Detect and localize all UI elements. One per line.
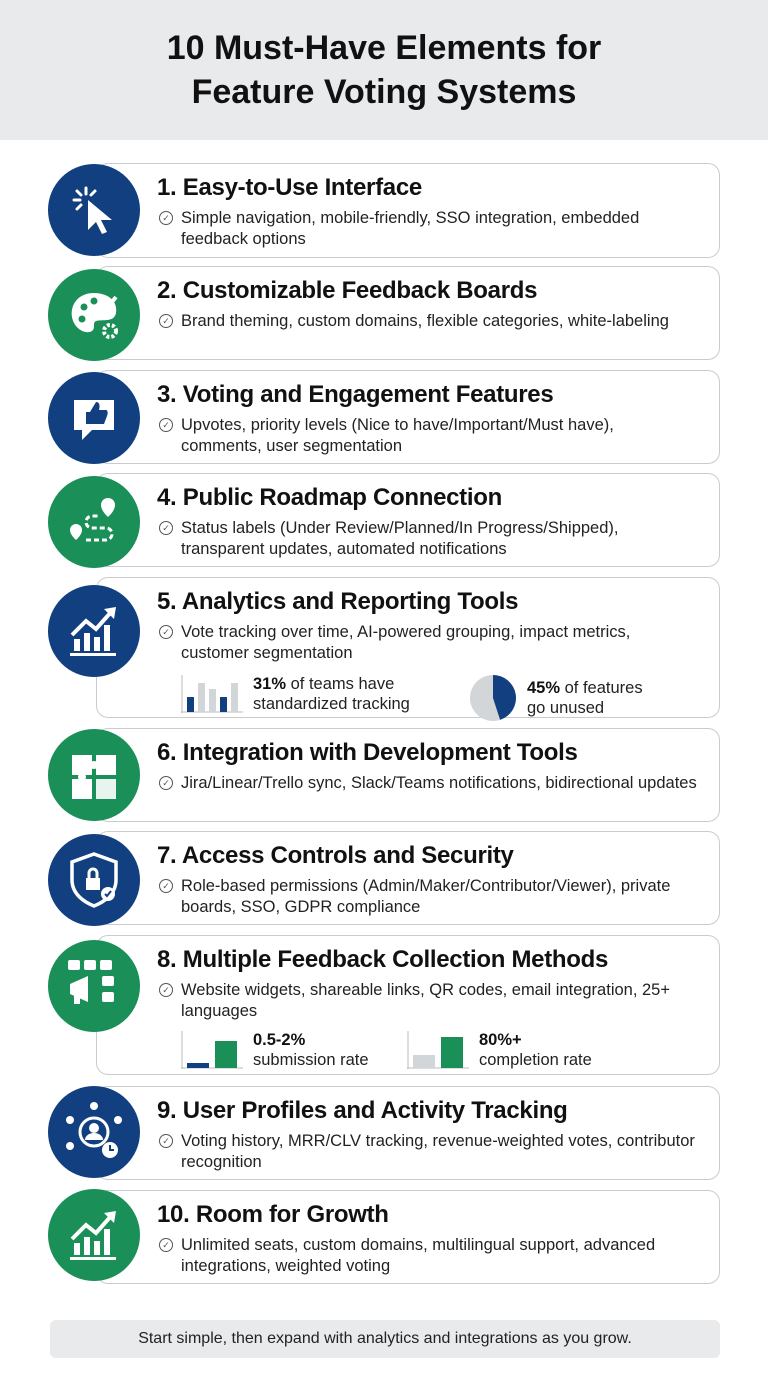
- stat-submission-rate: 0.5-2% submission rate: [181, 1030, 369, 1070]
- thumbs-up-chat-icon: [48, 372, 140, 464]
- cursor-click-icon: [48, 164, 140, 256]
- card-description: ✓ Jira/Linear/Trello sync, Slack/Teams no…: [159, 773, 699, 794]
- element-card-5: 5. Analytics and Reporting Tools ✓ Vote t…: [96, 577, 720, 721]
- check-circle-icon: ✓: [159, 314, 173, 328]
- element-card-7: 7. Access Controls and Security ✓ Role-ba…: [96, 831, 720, 925]
- bar-chart-icon: [181, 675, 243, 713]
- puzzle-icon: [48, 729, 140, 821]
- element-card-6: 6. Integration with Development Tools ✓ J…: [96, 728, 720, 822]
- card-title: 4. Public Roadmap Connection: [157, 484, 502, 511]
- growth-chart-icon: [48, 1189, 140, 1281]
- stat-standardized-tracking: 31% of teams have standardized tracking: [181, 674, 410, 714]
- check-circle-icon: ✓: [159, 1238, 173, 1252]
- card-title: 9. User Profiles and Activity Tracking: [157, 1097, 568, 1124]
- card-description: ✓ Unlimited seats, custom domains, multil…: [159, 1235, 699, 1277]
- check-circle-icon: ✓: [159, 521, 173, 535]
- check-circle-icon: ✓: [159, 879, 173, 893]
- element-card-9: 9. User Profiles and Activity Tracking ✓…: [96, 1086, 720, 1180]
- check-circle-icon: ✓: [159, 983, 173, 997]
- palette-gear-icon: [48, 269, 140, 361]
- pie-slice-unused: [493, 675, 516, 720]
- check-circle-icon: ✓: [159, 418, 173, 432]
- element-card-1: 1. Easy-to-Use Interface ✓ Simple navigat…: [96, 163, 720, 258]
- stat-completion-rate: 80%+ completion rate: [407, 1030, 592, 1070]
- megaphone-channels-icon: [48, 940, 140, 1032]
- card-title: 7. Access Controls and Security: [157, 842, 514, 869]
- user-network-icon: [48, 1086, 140, 1178]
- check-circle-icon: ✓: [159, 1134, 173, 1148]
- header: 10 Must-Have Elements for Feature Voting …: [0, 0, 768, 140]
- card-description: ✓ Brand theming, custom domains, flexible…: [159, 311, 699, 332]
- card-description: ✓ Upvotes, priority levels (Nice to have/…: [159, 415, 699, 457]
- card-title: 10. Room for Growth: [157, 1201, 389, 1228]
- stat-unused-features: 45% of features go unused: [469, 674, 643, 722]
- element-card-4: 4. Public Roadmap Connection ✓ Status lab…: [96, 473, 720, 567]
- card-title: 8. Multiple Feedback Collection Methods: [157, 946, 609, 973]
- card-description: ✓ Simple navigation, mobile-friendly, SSO…: [159, 208, 699, 250]
- element-card-2: 2. Customizable Feedback Boards ✓ Brand t…: [96, 266, 720, 360]
- card-description: ✓ Website widgets, shareable links, QR co…: [159, 980, 699, 1022]
- check-circle-icon: ✓: [159, 776, 173, 790]
- pie-chart: [470, 675, 516, 721]
- card-description: ✓ Status labels (Under Review/Planned/In …: [159, 518, 699, 560]
- roadmap-route-icon: [48, 476, 140, 568]
- check-circle-icon: ✓: [159, 625, 173, 639]
- card-description: ✓ Vote tracking over time, AI-powered gro…: [159, 622, 699, 664]
- element-card-8: 8. Multiple Feedback Collection Methods …: [96, 935, 720, 1075]
- card-title: 2. Customizable Feedback Boards: [157, 277, 538, 304]
- card-title: 1. Easy-to-Use Interface: [157, 174, 422, 201]
- card-description: ✓ Voting history, MRR/CLV tracking, reven…: [159, 1131, 699, 1173]
- card-description: ✓ Role-based permissions (Admin/Maker/Con…: [159, 876, 699, 918]
- growth-chart-icon: [48, 585, 140, 677]
- check-circle-icon: ✓: [159, 211, 173, 225]
- element-card-10: 10. Room for Growth ✓ Unlimited seats, cu…: [96, 1190, 720, 1284]
- card-title: 6. Integration with Development Tools: [157, 739, 578, 766]
- element-card-3: 3. Voting and Engagement Features ✓ Upvot…: [96, 370, 720, 464]
- shield-lock-icon: [48, 834, 140, 926]
- bar-chart-icon: [181, 1031, 243, 1069]
- footer-note: Start simple, then expand with analytics…: [50, 1320, 720, 1358]
- bar-chart-icon: [407, 1031, 469, 1069]
- card-title: 3. Voting and Engagement Features: [157, 381, 554, 408]
- card-title: 5. Analytics and Reporting Tools: [157, 588, 519, 615]
- page-title: 10 Must-Have Elements for Feature Voting …: [166, 29, 602, 111]
